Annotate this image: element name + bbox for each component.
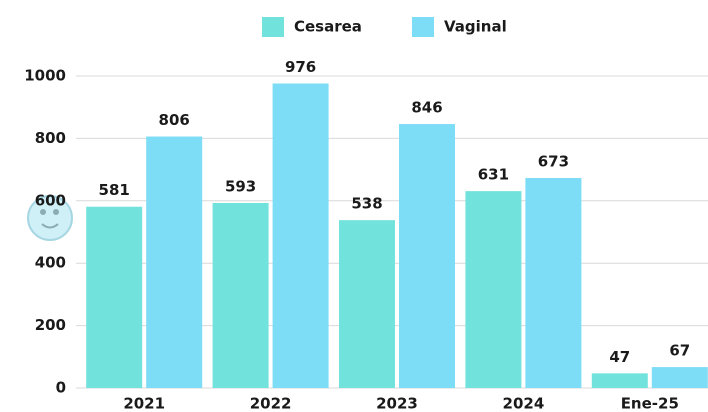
value-label: 976: [285, 58, 316, 76]
x-tick-label: 2022: [250, 395, 292, 412]
y-tick-label: 600: [35, 191, 66, 209]
bar: [399, 124, 455, 388]
bar: [651, 367, 708, 388]
y-tick-label: 1000: [24, 67, 66, 85]
bar: [86, 206, 143, 388]
x-tick-label: Ene-25: [621, 395, 679, 412]
x-tick-label: 2021: [123, 395, 165, 412]
y-tick-label: 200: [35, 316, 66, 334]
virus-icon: [27, 195, 73, 241]
y-tick-label: 400: [35, 254, 66, 272]
value-label: 846: [411, 99, 442, 117]
legend-label: Vaginal: [444, 18, 507, 36]
x-tick-label: 2023: [376, 395, 418, 412]
bar: [465, 191, 522, 388]
value-label: 673: [538, 153, 569, 171]
y-tick-label: 0: [56, 379, 66, 397]
legend-label: Cesarea: [294, 18, 362, 36]
value-label: 67: [669, 342, 690, 360]
bar: [212, 202, 269, 388]
bar: [146, 136, 203, 388]
y-tick-label: 800: [35, 129, 66, 147]
value-label: 593: [225, 177, 256, 195]
legend-swatch: [262, 17, 284, 37]
x-tick-label: 2024: [503, 395, 545, 412]
value-label: 581: [99, 181, 130, 199]
legend-swatch: [412, 17, 434, 37]
bar: [591, 373, 648, 388]
bar: [339, 220, 395, 388]
value-label: 47: [609, 348, 630, 366]
value-label: 631: [478, 166, 509, 184]
value-label: 806: [159, 111, 190, 129]
value-label: 538: [351, 195, 382, 213]
bar: [525, 178, 582, 388]
bar: [272, 83, 329, 388]
